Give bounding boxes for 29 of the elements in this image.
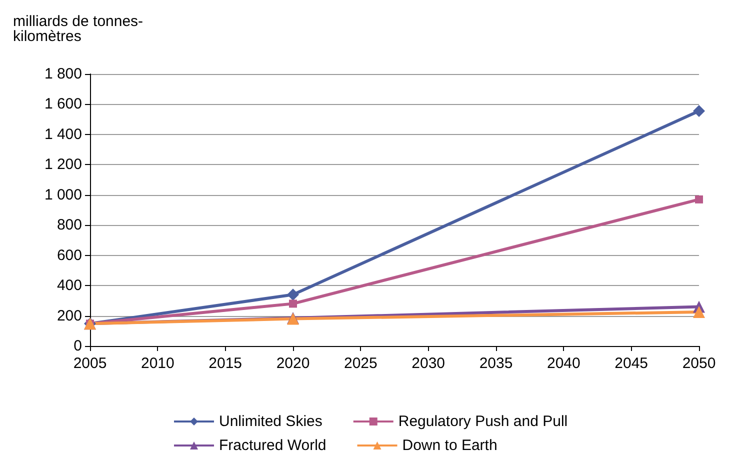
x-tick-label: 2015	[208, 355, 242, 372]
legend-label: Unlimited Skies	[219, 413, 322, 430]
point	[693, 105, 705, 118]
y-tick-label: 200	[56, 307, 82, 324]
legend-label: Down to Earth	[402, 437, 498, 454]
legend-label: Regulatory Push and Pull	[398, 413, 568, 430]
x-tick-label: 2010	[140, 355, 174, 372]
x-tick-label: 2040	[546, 355, 580, 372]
y-tick-label: 600	[56, 246, 82, 264]
x-tick-label: 2020	[276, 355, 310, 372]
point	[287, 288, 299, 301]
legend-label: Fractured World	[219, 437, 326, 454]
y-axis-title: milliards de tonnes- kilomètres	[13, 13, 144, 45]
x-tick-label: 2050	[682, 355, 716, 372]
x-tick-label: 2045	[614, 355, 648, 372]
point	[695, 195, 703, 204]
y-tick-label: 1 800	[44, 66, 82, 82]
y-tick-label: 1 400	[44, 126, 82, 143]
x-tick-label: 2005	[73, 355, 107, 372]
y-tick-label: 1 600	[44, 96, 82, 113]
y-tick-label: 0	[74, 338, 82, 354]
x-tick-label: 2025	[344, 355, 378, 372]
y-tick-label: 1 000	[44, 186, 82, 204]
point	[289, 300, 297, 308]
x-tick-label: 2035	[479, 355, 513, 372]
y-tick-label: 1 200	[44, 156, 82, 174]
y-tick-label: 800	[56, 216, 82, 234]
x-tick-label: 2030	[412, 355, 446, 372]
y-tick-label: 400	[56, 277, 82, 294]
